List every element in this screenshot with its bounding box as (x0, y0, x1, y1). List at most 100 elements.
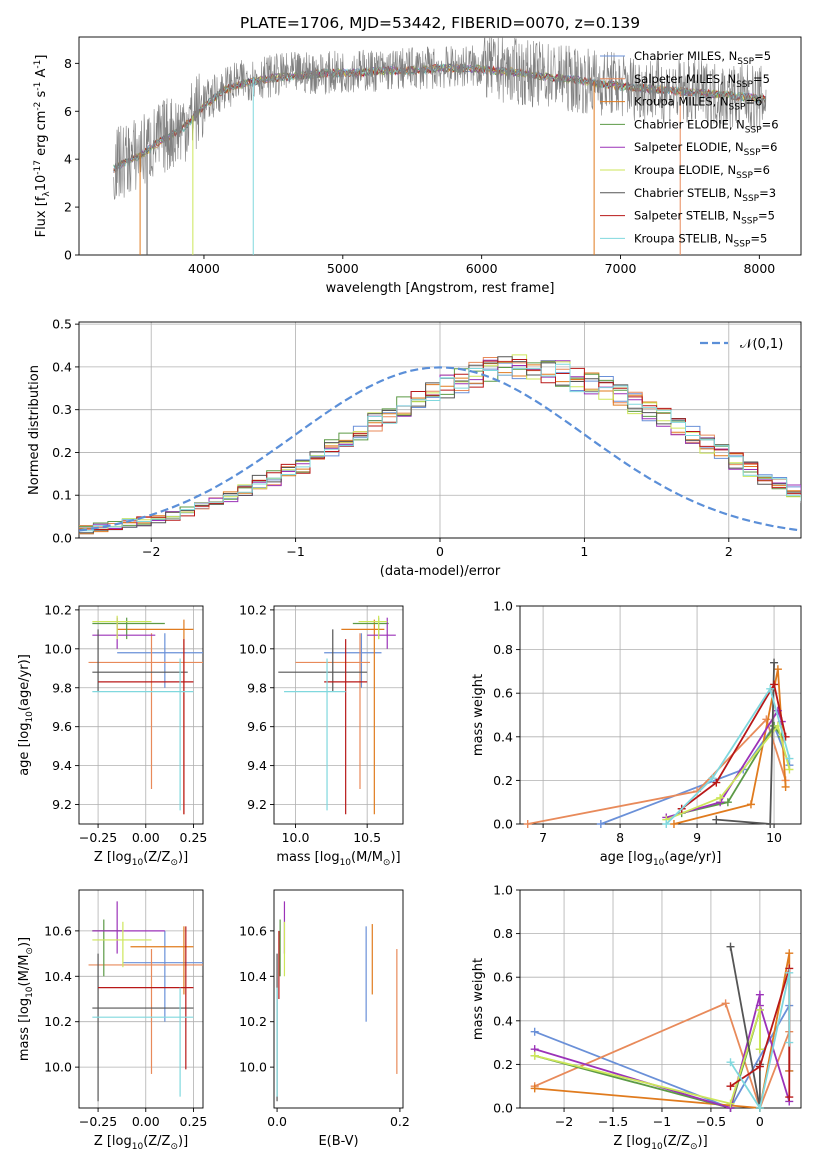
weight-marker (785, 754, 794, 763)
text-script: -2 (33, 102, 43, 111)
y-tick-label: 10.2 (239, 602, 267, 617)
spectrum-panel: 4000 5000 6000 7000 8000 0 2 4 6 8 wavelength [Ang… (33, 36, 802, 296)
text-script: SSP (734, 239, 751, 249)
x-tick-label: −2 (555, 1114, 573, 1129)
text-script: 10 (132, 858, 144, 868)
z-mass-points (88, 901, 203, 1102)
y-tick-label: 1.0 (493, 599, 513, 614)
text-run: =6 (753, 163, 770, 177)
text-run: age/yr (17, 664, 32, 706)
weight-series-4 (681, 724, 783, 814)
weight-marker (726, 1082, 735, 1091)
text-run: mass weight (471, 674, 486, 756)
y-tick-label: 0.2 (493, 1057, 513, 1072)
x-tick-label: 8000 (743, 261, 775, 276)
weight-marker (785, 949, 794, 958)
y-axis-label: mass weight (471, 674, 486, 756)
text-run: (M/M (351, 850, 383, 865)
axes-frame (78, 321, 802, 539)
x-tick-label: −2 (142, 544, 160, 559)
text-run: Z [log (94, 1134, 132, 1149)
y-tick-label: 9.8 (52, 680, 72, 695)
text-run: mass [log (17, 998, 32, 1061)
text-script: 10 (653, 858, 665, 868)
weight-marker (755, 1104, 764, 1112)
x-tick-label: 0.00 (132, 830, 160, 845)
x-tick-label: 7 (539, 830, 547, 845)
legend-entry: Chabrier MILES, NSSP=5 (634, 49, 771, 67)
y-tick-label: 10.0 (239, 1060, 267, 1075)
x-tick-label: 0.00 (132, 1114, 160, 1129)
y-axis-label: Normed distribution (27, 365, 42, 495)
y-tick-label: 0.0 (52, 531, 72, 546)
legend-entry: 𝒩(0,1) (740, 337, 783, 352)
text-script: SSP (737, 57, 754, 67)
text-run: Salpeter ELODIE, N (634, 140, 744, 154)
weight-marker (721, 999, 730, 1008)
x-axis-label: age [log10(age/yr)] (600, 850, 722, 868)
text-run: Z [log (613, 1134, 651, 1149)
weight-series-6 (665, 723, 791, 821)
y-tick-label: 0.8 (493, 926, 513, 941)
weight-marker (662, 820, 671, 828)
text-run: s (34, 90, 49, 101)
x-tick-label: −0.5 (696, 1114, 726, 1129)
weight-marker (596, 820, 605, 828)
weight-marker (773, 665, 782, 674)
text-script: -1 (33, 82, 43, 91)
weight-marker (755, 1045, 764, 1054)
weight-marker (716, 793, 725, 802)
z-weight-series (530, 942, 794, 1112)
mass-age-panel: 10.0 10.5 9.2 9.4 9.6 9.8 10.0 10.2 mass [log10(… (239, 602, 404, 868)
legend-entry: Salpeter MILES, NSSP=5 (634, 72, 770, 90)
y-tick-label: 0.0 (493, 1101, 513, 1116)
text-run: wavelength [Angstrom, rest frame] (326, 281, 555, 296)
y-tick-label: 9.6 (247, 719, 267, 734)
x-axis-label: Z [log10(Z/Z⊙)] (94, 1134, 188, 1152)
text-run: Flux [f (34, 196, 49, 237)
text-run: )] (178, 1134, 188, 1149)
y-tick-label: 6 (64, 104, 72, 119)
normal-curve (79, 366, 801, 532)
y-tick-label: 10.4 (44, 969, 72, 984)
text-run: erg cm (34, 111, 49, 160)
weight-marker (726, 942, 735, 951)
y-tick-label: 0.4 (493, 729, 513, 744)
text-script: -17 (33, 160, 43, 175)
y-tick-label: 9.6 (52, 719, 72, 734)
y-tick-label: 10.2 (44, 1014, 72, 1029)
y-tick-label: 0.3 (52, 402, 72, 417)
x-tick-label: 9 (693, 830, 701, 845)
text-run: Salpeter MILES, N (634, 72, 736, 86)
legend-entry: Kroupa STELIB, NSSP=5 (634, 231, 767, 249)
text-run: ( (17, 706, 32, 711)
y-axis-label: Flux [fλ10-17 erg cm-2 s-1 A-1] (33, 55, 52, 238)
y-tick-label: 8 (64, 56, 72, 71)
weight-marker (762, 715, 771, 724)
x-tick-label: 4000 (188, 261, 220, 276)
y-tick-label: 0.1 (52, 488, 72, 503)
weight-marker (530, 1027, 539, 1036)
text-run: ] (34, 55, 49, 60)
age-weight-series (523, 658, 794, 828)
text-script: 10 (25, 711, 35, 723)
weight-marker (723, 798, 732, 807)
text-run: (Z/Z (143, 850, 170, 865)
y-tick-label: 0.6 (493, 970, 513, 985)
axes-frame (78, 605, 204, 825)
legend-entry: Chabrier STELIB, NSSP=3 (634, 186, 776, 204)
weight-series-6 (534, 1009, 761, 1105)
y-tick-label: 9.2 (52, 797, 72, 812)
x-tick-label: 2 (725, 544, 733, 559)
text-run: =5 (754, 49, 771, 63)
y-tick-label: 10.0 (239, 641, 267, 656)
text-run: =6 (745, 95, 762, 109)
y-tick-label: 10.6 (239, 923, 267, 938)
weight-series-2 (534, 1002, 791, 1111)
y-tick-label: 10.2 (239, 1014, 267, 1029)
weight-marker (785, 968, 794, 977)
z-age-panel: −0.25 0.00 0.259.29.49.69.810.010.2Z [log1… (17, 602, 207, 868)
y-tick-label: 10.2 (44, 602, 72, 617)
